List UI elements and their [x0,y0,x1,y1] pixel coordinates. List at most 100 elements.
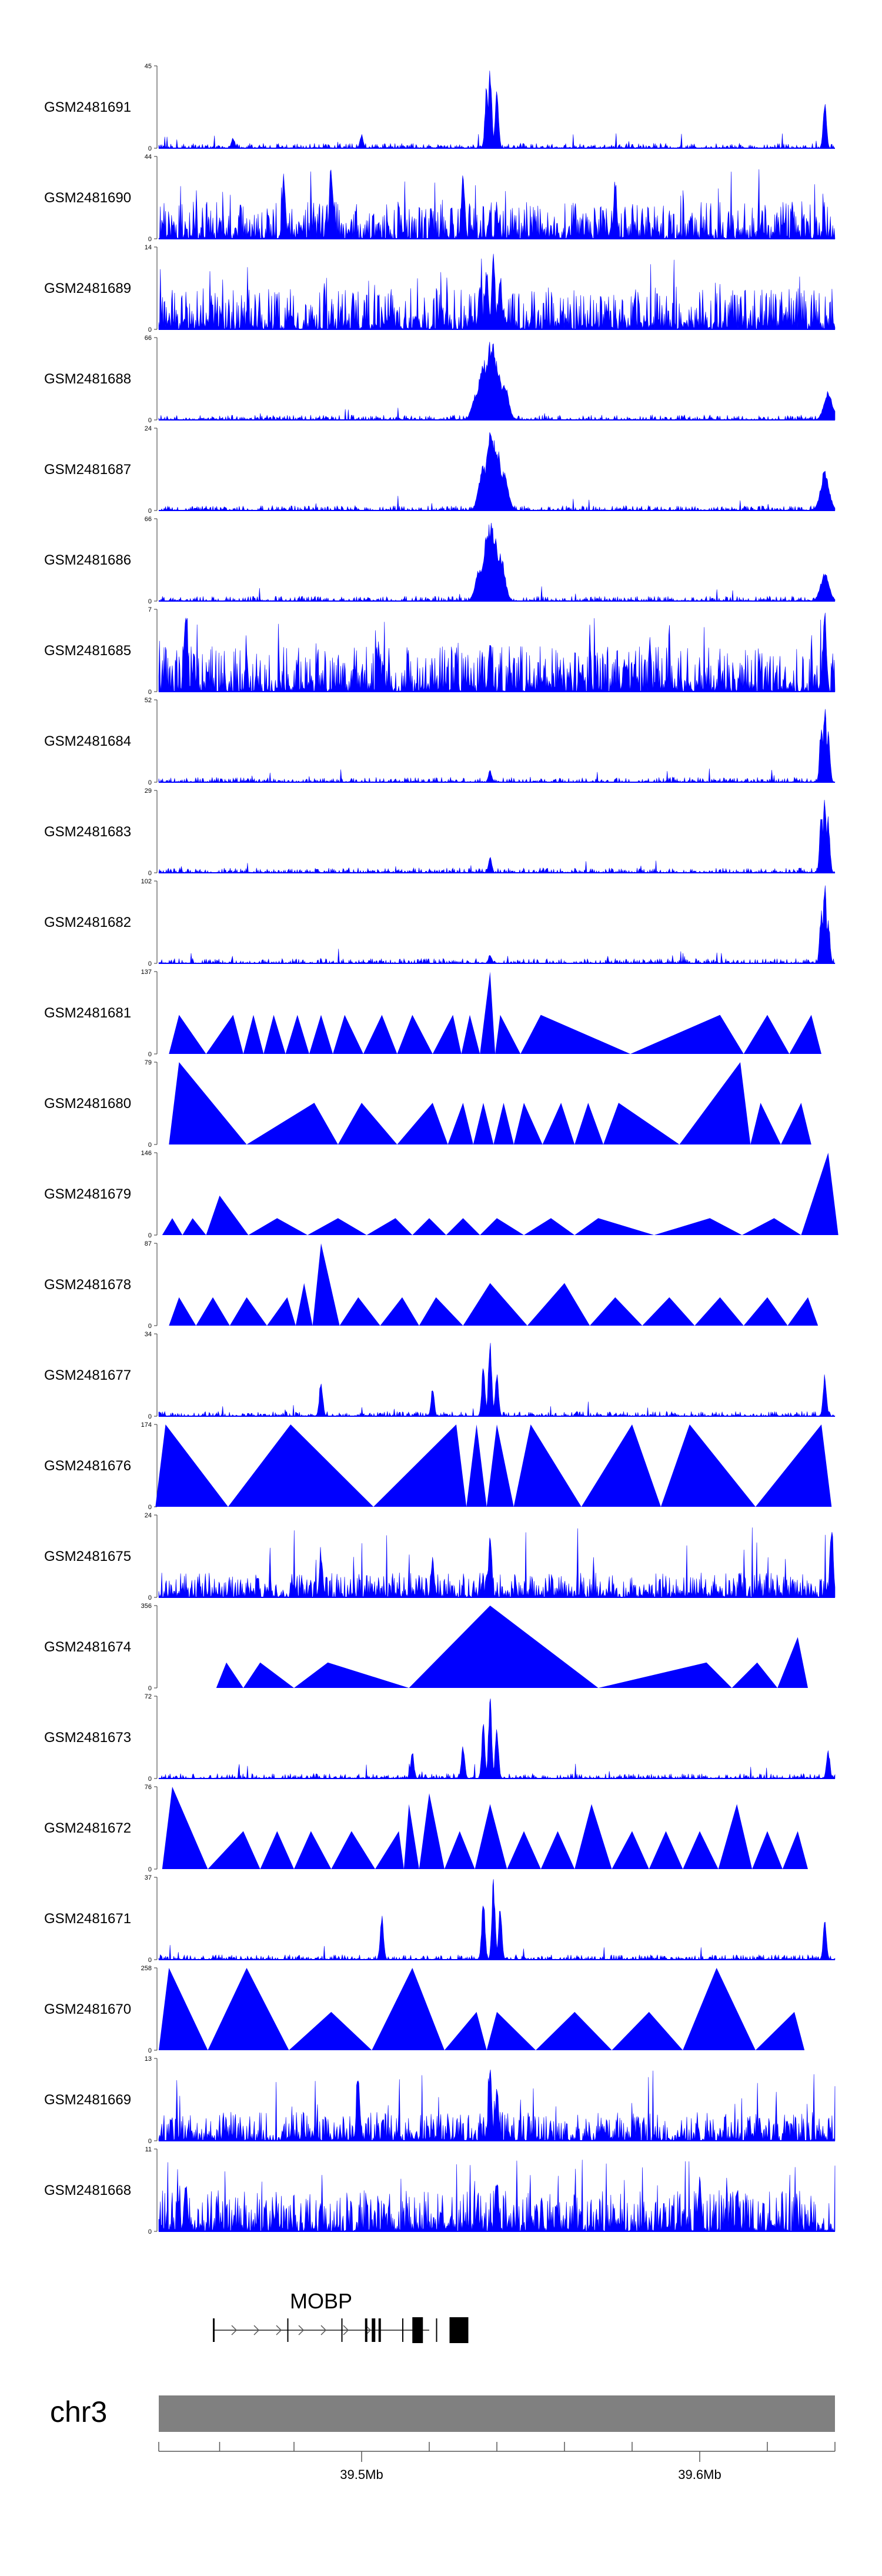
exon [372,2318,376,2342]
y-axis-max-label: 146 [141,1150,152,1157]
y-axis-max-label: 34 [145,1331,152,1338]
y-axis-max-label: 45 [145,63,152,70]
y-axis-max-label: 66 [145,516,152,523]
coverage-area [162,1787,808,1869]
y-axis-min-label: 0 [148,689,152,696]
y-axis-min-label: 0 [148,2138,152,2145]
exon [449,2317,469,2343]
y-axis-min-label: 0 [148,1776,152,1783]
track-label: GSM2481676 [44,1458,131,1474]
y-axis-max-label: 79 [145,1059,152,1066]
exon [412,2317,423,2343]
track-GSM2481677: GSM2481677 34 0 [44,1331,836,1420]
track-GSM2481688: GSM2481688 66 0 [44,335,836,424]
track-label: GSM2481677 [44,1367,131,1383]
track-GSM2481680: GSM2481680 79 0 [44,1059,811,1149]
y-axis-max-label: 72 [145,1693,152,1700]
track-GSM2481679: GSM2481679 146 0 [44,1150,838,1239]
track-GSM2481673: GSM2481673 72 0 [44,1693,836,1783]
coverage-area [169,972,821,1054]
coverage-area [158,2160,836,2233]
y-axis-max-label: 13 [145,2056,152,2063]
y-axis-max-label: 258 [141,1965,152,1972]
track-label: GSM2481681 [44,1005,131,1021]
coverage-area [158,709,836,783]
track-label: GSM2481668 [44,2183,131,2198]
track-label: GSM2481682 [44,915,131,930]
y-axis-min-label: 0 [148,1323,152,1330]
y-axis-max-label: 24 [145,425,152,432]
y-axis-min-label: 0 [148,1232,152,1239]
coverage-area [158,71,835,149]
strand-arrow [231,2325,238,2335]
coverage-area [158,885,836,965]
y-axis-min-label: 0 [148,1866,152,1873]
exon [402,2318,403,2342]
coverage-tracks: GSM2481691450GSM2481690440GSM2481689140G… [44,63,838,2235]
track-label: GSM2481679 [44,1186,131,1202]
y-axis-max-label: 11 [145,2146,152,2153]
y-axis-max-label: 7 [148,606,152,613]
track-label: GSM2481670 [44,2001,131,2017]
y-axis-max-label: 24 [145,1512,152,1519]
coverage-area [158,253,836,331]
track-label: GSM2481669 [44,2092,131,2108]
y-axis-min-label: 0 [148,1051,152,1058]
track-GSM2481682: GSM2481682 102 0 [44,878,836,967]
coverage-area [158,169,836,239]
strand-arrow [298,2325,305,2335]
strand-arrow [276,2325,282,2335]
coverage-area [158,522,836,602]
y-axis-max-label: 37 [145,1874,152,1881]
track-label: GSM2481672 [44,1820,131,1836]
track-label: GSM2481680 [44,1096,131,1112]
coverage-area [158,1699,836,1780]
track-label: GSM2481684 [44,733,131,749]
coverage-area [158,1343,836,1417]
coverage-area [155,1424,832,1507]
y-axis-max-label: 76 [145,1784,152,1791]
y-axis-min-label: 0 [148,1413,152,1420]
track-GSM2481668: GSM2481668 11 0 [44,2146,836,2235]
track-GSM2481684: GSM2481684 52 0 [44,697,836,786]
coverage-area [162,1153,838,1235]
y-axis-max-label: 102 [141,878,152,885]
track-label: GSM2481671 [44,1911,131,1927]
track-GSM2481685: GSM2481685 7 0 [44,606,836,696]
track-GSM2481687: GSM2481687 24 0 [44,425,836,515]
genome-axis-tick-label: 39.5Mb [340,2467,383,2482]
track-GSM2481672: GSM2481672 76 0 [44,1784,808,1873]
y-axis-max-label: 174 [141,1422,152,1429]
exon [213,2318,215,2342]
y-axis-min-label: 0 [148,960,152,967]
y-axis-min-label: 0 [148,1957,152,1964]
coverage-area [216,1606,808,1688]
y-axis-min-label: 0 [148,326,152,333]
chromosome-label: chr3 [50,2395,107,2428]
track-label: GSM2481675 [44,1549,131,1564]
y-axis-max-label: 137 [141,969,152,976]
track-GSM2481681: GSM2481681 137 0 [44,969,821,1058]
coverage-area [158,2069,836,2141]
strand-arrow [253,2325,260,2335]
track-GSM2481678: GSM2481678 87 0 [44,1240,818,1330]
exon [378,2318,381,2342]
gene-annotation-track: MOBP [213,2289,469,2343]
y-axis-max-label: 44 [145,154,152,161]
strand-arrow [320,2325,327,2335]
y-axis-min-label: 0 [148,598,152,605]
track-GSM2481690: GSM2481690 44 0 [44,154,836,243]
track-label: GSM2481687 [44,462,131,478]
track-GSM2481676: GSM2481676 174 0 [44,1422,832,1511]
track-label: GSM2481686 [44,552,131,568]
y-axis-max-label: 52 [145,697,152,704]
strand-arrow [343,2325,349,2335]
track-GSM2481670: GSM2481670 258 0 [44,1965,805,2054]
exon [436,2318,437,2342]
coverage-area [158,1527,836,1599]
y-axis-min-label: 0 [148,870,152,877]
y-axis-min-label: 0 [148,1142,152,1149]
y-axis-min-label: 0 [148,145,152,152]
y-axis-min-label: 0 [148,1504,152,1511]
